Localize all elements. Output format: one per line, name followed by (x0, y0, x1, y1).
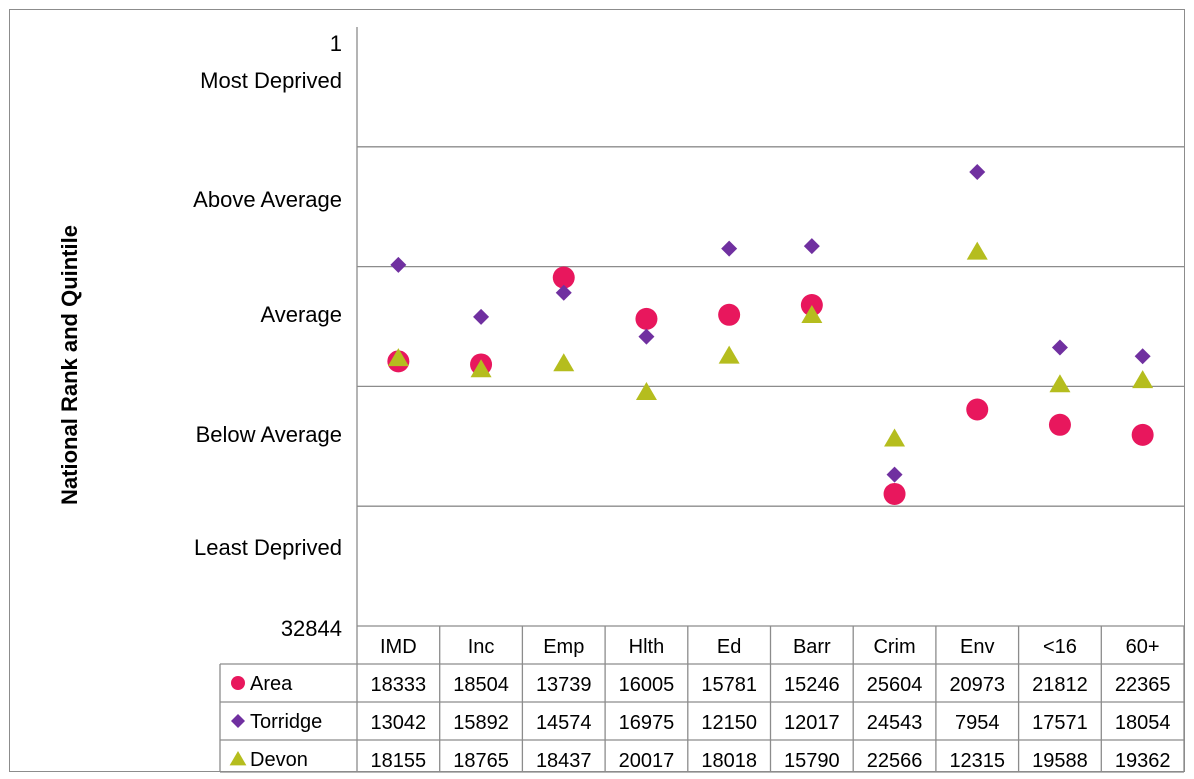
data-point-diamond (1051, 339, 1068, 356)
band-label: Above Average (193, 187, 342, 212)
legend-triangle-icon (229, 751, 247, 766)
category-label: Env (960, 636, 994, 658)
data-cell: 14574 (536, 712, 592, 734)
data-cell: 19362 (1115, 750, 1171, 772)
band-label: Below Average (196, 422, 342, 447)
data-point-diamond (638, 328, 655, 345)
data-cell: 13739 (536, 674, 592, 696)
data-point-triangle (1132, 370, 1154, 389)
data-cell: 15781 (701, 674, 757, 696)
series-name: Devon (250, 749, 308, 771)
category-label: IMD (380, 636, 417, 658)
y-bottom-label: 32844 (281, 616, 342, 641)
data-point-circle (883, 482, 906, 505)
category-label: Inc (468, 636, 495, 658)
data-cell: 17571 (1032, 712, 1088, 734)
data-cell: 18504 (453, 674, 509, 696)
data-cell: 18155 (371, 750, 427, 772)
data-point-diamond (1134, 348, 1151, 365)
data-cell: 15790 (784, 750, 840, 772)
y-axis-title: National Rank and Quintile (57, 225, 82, 505)
data-point-triangle (470, 359, 492, 378)
band-label: Average (260, 302, 342, 327)
data-point-diamond (886, 466, 903, 483)
data-cell: 12150 (701, 712, 757, 734)
gridlines (356, 27, 1184, 626)
data-point-diamond (555, 284, 572, 301)
data-point-diamond (473, 308, 490, 325)
data-cell: 7954 (955, 712, 1000, 734)
data-cell: 20017 (619, 750, 675, 772)
band-labels: Most Deprived Above Average Average Below A… (193, 68, 342, 560)
data-point-circle (635, 307, 658, 330)
category-label: Ed (717, 636, 741, 658)
category-label: Crim (873, 636, 915, 658)
data-cell: 18054 (1115, 712, 1171, 734)
band-label: Least Deprived (194, 535, 342, 560)
data-point-triangle (718, 345, 740, 364)
data-point-triangle (884, 428, 906, 447)
data-cell: 21812 (1032, 674, 1088, 696)
data-cell: 22566 (867, 750, 923, 772)
series-name: Area (250, 673, 293, 695)
data-point-diamond (969, 164, 986, 181)
data-cell: 16005 (619, 674, 675, 696)
data-point-triangle (553, 353, 575, 372)
data-point-diamond (390, 256, 407, 273)
data-cell: 24543 (867, 712, 923, 734)
category-label: Hlth (629, 636, 665, 658)
legend-circle-icon (231, 676, 245, 690)
data-cell: 20973 (949, 674, 1005, 696)
data-cell: 15892 (453, 712, 509, 734)
data-point-triangle (966, 241, 988, 260)
y-top-label: 1 (330, 31, 342, 56)
band-label: Most Deprived (200, 68, 342, 93)
category-label: <16 (1043, 636, 1077, 658)
data-point-triangle (635, 382, 657, 401)
category-label: Barr (793, 636, 831, 658)
data-cell: 18333 (371, 674, 427, 696)
data-point-triangle (801, 304, 823, 323)
data-cell: 12017 (784, 712, 840, 734)
data-point-triangle (387, 348, 409, 367)
data-point-circle (552, 266, 575, 289)
data-point-circle (718, 303, 741, 326)
data-point-diamond (803, 238, 820, 255)
data-point-circle (966, 398, 989, 421)
data-cell: 18437 (536, 750, 592, 772)
data-point-diamond (721, 240, 738, 257)
data-cell: 15246 (784, 674, 840, 696)
data-cell: 25604 (867, 674, 923, 696)
data-cell: 18765 (453, 750, 509, 772)
data-cell: 19588 (1032, 750, 1088, 772)
data-table: IMD Inc Emp Hlth Ed Barr Crim Env <16 60+ Area 1833… (219, 625, 1185, 773)
chart-frame (9, 9, 1185, 772)
data-cell: 18018 (701, 750, 757, 772)
chart-marks (387, 164, 1154, 505)
data-point-circle (1048, 413, 1071, 436)
data-point-circle (1131, 423, 1154, 446)
series-name: Torridge (250, 711, 322, 733)
data-cell: 22365 (1115, 674, 1171, 696)
legend-diamond-icon (231, 714, 245, 728)
category-label: 60+ (1126, 636, 1160, 658)
data-cell: 12315 (949, 750, 1005, 772)
data-point-triangle (1049, 374, 1071, 393)
data-cell: 16975 (619, 712, 675, 734)
category-label: Emp (543, 636, 584, 658)
data-cell: 13042 (371, 712, 427, 734)
